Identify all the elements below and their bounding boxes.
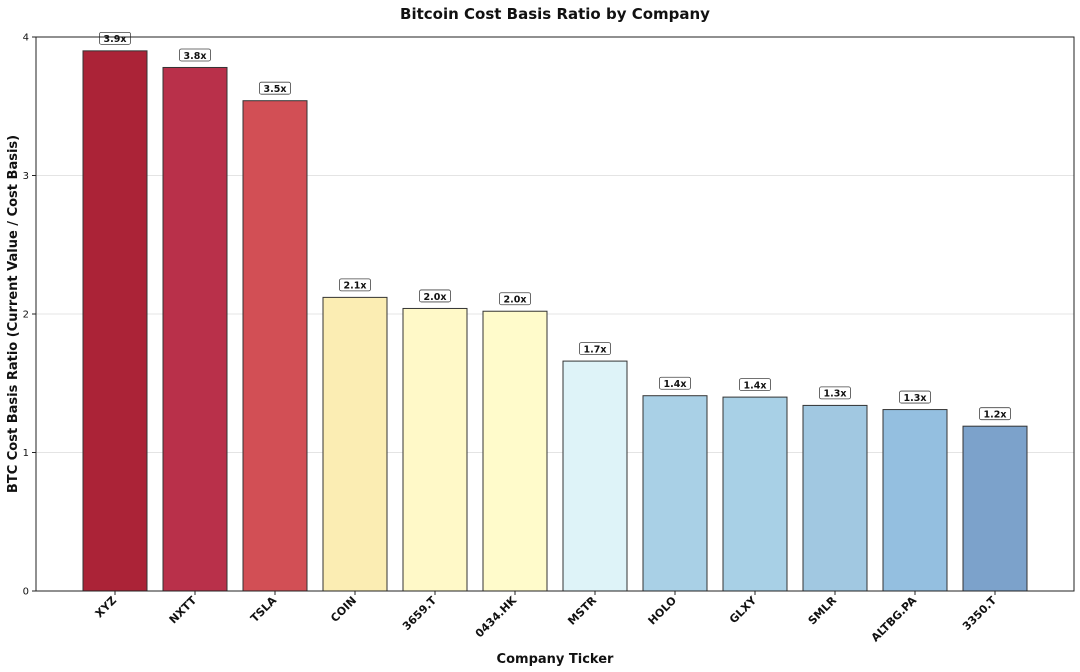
- bar-xyz: [82, 50, 148, 592]
- data-label-box: [979, 407, 1012, 421]
- x-axis-label: Company Ticker: [497, 652, 614, 667]
- data-label: 1.4x: [664, 379, 687, 390]
- bar-nxtt: [162, 66, 228, 592]
- bars: [82, 50, 1028, 592]
- data-label: 2.0x: [424, 292, 447, 303]
- data-label-box: [579, 342, 612, 355]
- x-tick-label: ALTBG.PA: [869, 594, 920, 645]
- x-tick-label: 0434.HK: [473, 594, 520, 641]
- data-label: 3.9x: [104, 34, 127, 45]
- bar-smlr: [802, 404, 868, 592]
- y-tick-label: 4: [23, 33, 29, 44]
- data-label-box: [258, 81, 291, 95]
- x-tick-label: MSTR: [565, 594, 599, 628]
- x-tick-label: XYZ: [93, 594, 119, 620]
- data-label: 1.3x: [904, 393, 927, 404]
- data-label-box: [338, 278, 371, 292]
- y-axis-ticks: 0 1 2 3 4: [23, 33, 36, 598]
- x-tick-label: GLXY: [727, 593, 760, 626]
- bar-tsla: [242, 100, 308, 592]
- data-label-box: [99, 31, 132, 45]
- y-tick-label: 2: [23, 310, 29, 321]
- data-label: 1.4x: [744, 380, 767, 391]
- bar-mstr: [562, 360, 628, 592]
- data-label: 1.3x: [824, 389, 847, 400]
- x-tick-label: 3350.T: [960, 594, 999, 633]
- data-label-box: [659, 376, 692, 390]
- bar-3659-t: [402, 307, 468, 592]
- data-label: 2.1x: [344, 281, 367, 292]
- data-label-box: [739, 378, 772, 392]
- data-label-box: [498, 292, 531, 306]
- data-label: 1.2x: [984, 409, 1007, 420]
- bar-altbg-pa: [882, 409, 948, 592]
- data-label: 2.0x: [504, 295, 527, 306]
- bar-holo: [642, 395, 708, 592]
- chart-title: Bitcoin Cost Basis Ratio by Company: [400, 5, 710, 23]
- data-label: 1.7x: [584, 344, 607, 355]
- bar-0434-hk: [482, 310, 548, 592]
- bar-coin: [322, 296, 388, 592]
- y-tick-label: 0: [23, 587, 29, 598]
- data-label: 3.5x: [264, 84, 287, 95]
- bar-glxy: [722, 396, 788, 592]
- y-axis-label: BTC Cost Basis Ratio (Current Value / Co…: [6, 135, 21, 493]
- data-label-box: [819, 386, 852, 400]
- x-tick-label: COIN: [328, 594, 359, 625]
- x-axis-ticks: XYZ NXTT TSLA COIN 3659.T 0434.HK MSTR HOLO GLXY…: [93, 591, 999, 645]
- data-label-box: [178, 48, 211, 62]
- y-tick-label: 3: [23, 171, 29, 182]
- bar-3350-t: [962, 425, 1028, 592]
- data-labels: 3.9x 3.8x 3.5x 2.1x 2.0x 2.0x 1.7x 1.4x 1.4x 1.3x…: [99, 31, 1012, 421]
- x-tick-label: NXTT: [167, 594, 200, 627]
- plot-area-frame: [35, 36, 1075, 592]
- data-label: 3.8x: [184, 51, 207, 62]
- x-tick-label: 3659.T: [400, 594, 439, 633]
- data-label-box: [899, 390, 932, 404]
- x-tick-label: TSLA: [248, 594, 279, 625]
- x-tick-label: HOLO: [646, 594, 680, 628]
- data-label-box: [418, 289, 451, 303]
- y-tick-label: 1: [23, 448, 29, 459]
- x-tick-label: SMLR: [806, 594, 840, 628]
